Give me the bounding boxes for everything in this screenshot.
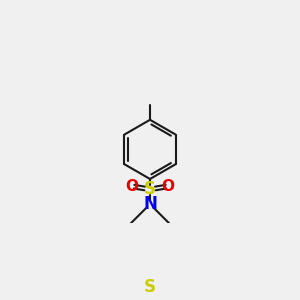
Text: N: N [143,195,157,213]
Text: S: S [144,180,156,198]
Text: O: O [161,179,174,194]
Text: S: S [144,278,156,296]
Text: O: O [126,179,139,194]
